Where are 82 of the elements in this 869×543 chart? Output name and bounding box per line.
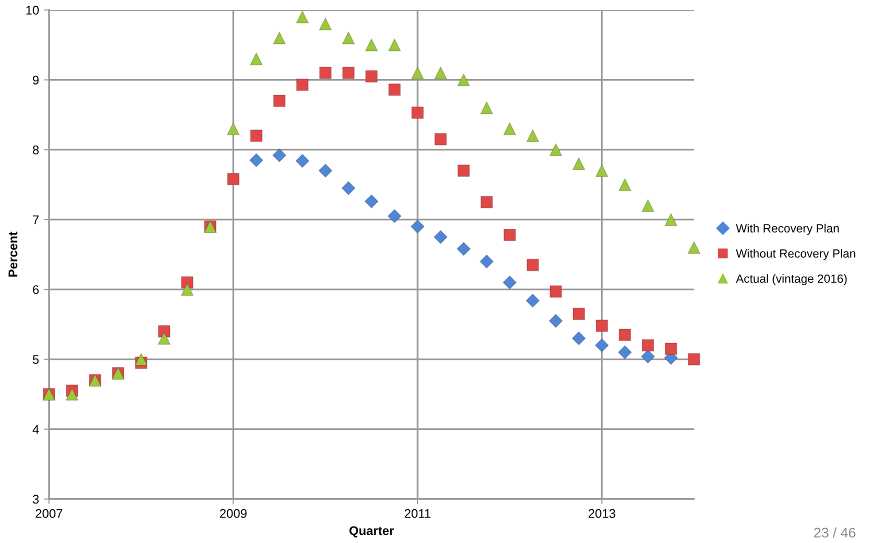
point [250,130,263,142]
point [318,164,332,178]
point [273,94,286,108]
text: 23 / 46 [814,527,856,538]
point [549,143,562,156]
point [526,294,540,308]
point [434,66,448,80]
y-axis-title: Percent [8,232,18,277]
point [641,199,654,212]
point [66,388,78,401]
point [596,320,608,332]
point [296,10,309,24]
point [410,220,425,234]
point [457,73,470,86]
point [526,258,539,272]
point [295,154,310,168]
point [664,213,678,226]
point [618,178,632,192]
point [319,66,332,80]
point [158,332,171,345]
point [411,66,424,80]
point [411,106,424,119]
point [318,18,332,30]
point [526,129,540,142]
point [572,331,586,346]
point [272,148,286,162]
legend-label: Without Recovery Plan [736,248,856,260]
point [249,153,264,168]
y-tick-label: 6 [32,285,39,294]
x-tick-label: 2013 [588,509,616,518]
y-tick-label: 5 [32,355,39,364]
y-tick-label: 8 [32,146,39,154]
point [594,338,609,352]
y-tick-label: 10 [26,6,39,15]
point [480,101,494,114]
point [688,241,700,254]
x-tick-label: 2011 [404,509,430,518]
y-tick-label: 9 [32,76,39,85]
legend-label: With Recovery Plan [736,224,839,235]
point [365,70,378,83]
point [688,353,700,366]
point [272,32,286,44]
y-tick-label: 4 [32,425,39,434]
point [364,194,379,208]
point [457,164,470,177]
point [342,66,355,80]
point [434,133,447,146]
point [365,38,378,52]
point [180,282,194,296]
point [134,352,148,366]
point [618,328,632,342]
y-tick-label: 7 [32,216,39,224]
point [503,228,516,242]
point [227,172,240,186]
point [502,275,517,290]
point [456,242,471,256]
point [572,157,586,170]
point [548,314,563,328]
point [434,230,448,244]
point [503,122,516,136]
legend-label: Actual (vintage 2016) [736,274,847,286]
point [595,164,608,178]
point [480,254,494,268]
point [642,339,654,352]
point [572,308,586,320]
point [250,52,263,66]
point [550,285,562,298]
point [341,181,356,196]
point [618,345,632,360]
point [226,122,240,136]
x-tick-label: 2009 [220,509,247,518]
x-axis-title: Quarter [349,526,394,538]
point [664,342,678,356]
point [480,196,493,208]
x-tick-label: 2007 [36,509,62,518]
point [388,209,402,224]
point [342,32,355,44]
y-tick-label: 3 [32,494,39,504]
point [640,349,655,364]
point [388,38,401,52]
point [296,78,309,91]
point [388,83,401,96]
